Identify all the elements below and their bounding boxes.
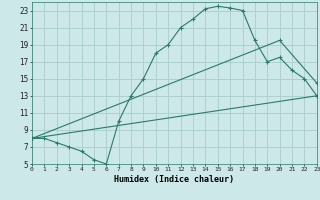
- X-axis label: Humidex (Indice chaleur): Humidex (Indice chaleur): [115, 175, 234, 184]
